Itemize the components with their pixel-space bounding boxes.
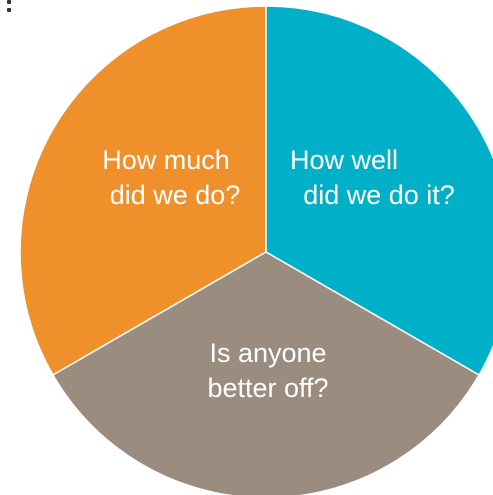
how-much-label-line-2: did we do?: [110, 180, 241, 210]
how-well-label-line-1: How well: [290, 145, 398, 175]
slice-how-much: [19, 5, 267, 377]
corner-dot-top: [7, 0, 11, 4]
pie-slices: [19, 5, 493, 495]
corner-mark: [0, 0, 12, 14]
how-much-label-line-1: How much: [102, 145, 230, 175]
better-off-label-line-2: better off?: [207, 373, 328, 403]
slice-how-well: [265, 5, 493, 377]
slice-better-off: [51, 251, 481, 495]
how-well-label-line-2: did we do it?: [303, 180, 455, 210]
better-off-label-line-1: Is anyone: [209, 338, 326, 368]
corner-dot-bottom: [7, 8, 11, 12]
